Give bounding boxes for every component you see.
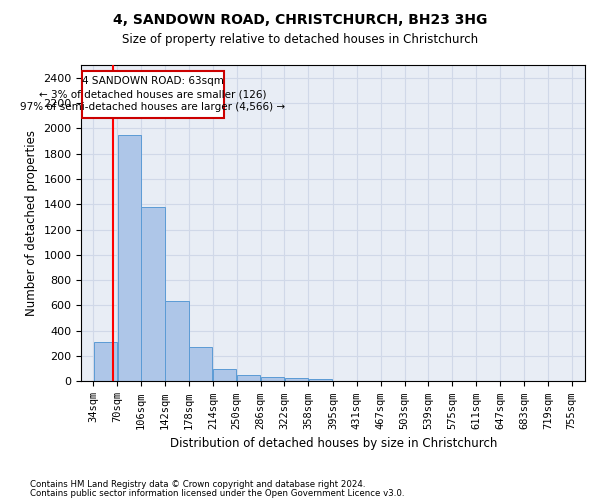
Text: ← 3% of detached houses are smaller (126): ← 3% of detached houses are smaller (126… — [40, 89, 267, 99]
Bar — [261, 376, 284, 382]
Bar — [94, 342, 117, 382]
Bar — [166, 301, 188, 382]
Bar — [142, 207, 164, 382]
Text: Size of property relative to detached houses in Christchurch: Size of property relative to detached ho… — [122, 32, 478, 46]
Bar — [213, 369, 236, 382]
Y-axis label: Number of detached properties: Number of detached properties — [25, 130, 38, 316]
Text: 4 SANDOWN ROAD: 63sqm: 4 SANDOWN ROAD: 63sqm — [82, 76, 224, 86]
FancyBboxPatch shape — [82, 70, 224, 118]
Bar — [237, 375, 260, 382]
Bar — [118, 134, 141, 382]
Text: Contains public sector information licensed under the Open Government Licence v3: Contains public sector information licen… — [30, 490, 404, 498]
Text: 97% of semi-detached houses are larger (4,566) →: 97% of semi-detached houses are larger (… — [20, 102, 286, 112]
Bar — [285, 378, 308, 382]
Text: 4, SANDOWN ROAD, CHRISTCHURCH, BH23 3HG: 4, SANDOWN ROAD, CHRISTCHURCH, BH23 3HG — [113, 12, 487, 26]
Text: Contains HM Land Registry data © Crown copyright and database right 2024.: Contains HM Land Registry data © Crown c… — [30, 480, 365, 489]
Bar — [308, 378, 332, 382]
Bar — [189, 348, 212, 382]
X-axis label: Distribution of detached houses by size in Christchurch: Distribution of detached houses by size … — [170, 437, 497, 450]
